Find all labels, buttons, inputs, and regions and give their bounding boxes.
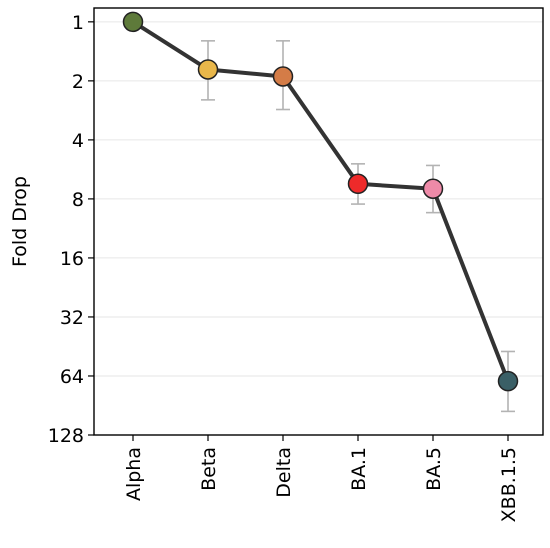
fold-drop-line bbox=[131, 19, 510, 384]
y-axis-ticks: 1 2 4 8 16 32 64 128 bbox=[48, 12, 94, 447]
data-point-BA.5 bbox=[422, 178, 444, 199]
y-axis-label: Fold Drop bbox=[9, 176, 31, 267]
data-point-Delta bbox=[272, 66, 294, 87]
data-point-Beta bbox=[197, 59, 219, 80]
x-tick-label: Alpha bbox=[123, 447, 145, 501]
y-tick-label: 32 bbox=[60, 307, 84, 329]
data-point-XBB.1.5 bbox=[497, 370, 519, 392]
y-tick-label: 8 bbox=[72, 189, 84, 211]
x-tick-label: Delta bbox=[273, 447, 295, 498]
y-tick-label: 128 bbox=[48, 425, 84, 447]
x-tick-label: BA.1 bbox=[348, 447, 370, 491]
series-line bbox=[131, 19, 510, 384]
x-tick-label: XBB.1.5 bbox=[498, 447, 520, 522]
y-tick-label: 1 bbox=[72, 12, 84, 34]
data-point-Alpha bbox=[122, 11, 144, 33]
plot-frame bbox=[93, 7, 544, 436]
data-points bbox=[122, 11, 519, 392]
data-point-BA.1 bbox=[347, 173, 369, 195]
x-tick-label: BA.5 bbox=[423, 447, 445, 491]
y-tick-label: 64 bbox=[60, 366, 84, 388]
y-tick-label: 16 bbox=[60, 248, 84, 270]
grid bbox=[94, 21, 543, 377]
x-tick-label: Beta bbox=[198, 447, 220, 491]
y-tick-label: 2 bbox=[72, 71, 84, 93]
x-axis-ticks: Alpha Beta Delta BA.1 BA.5 XBB.1.5 bbox=[123, 435, 520, 522]
y-tick-label: 4 bbox=[72, 130, 84, 152]
